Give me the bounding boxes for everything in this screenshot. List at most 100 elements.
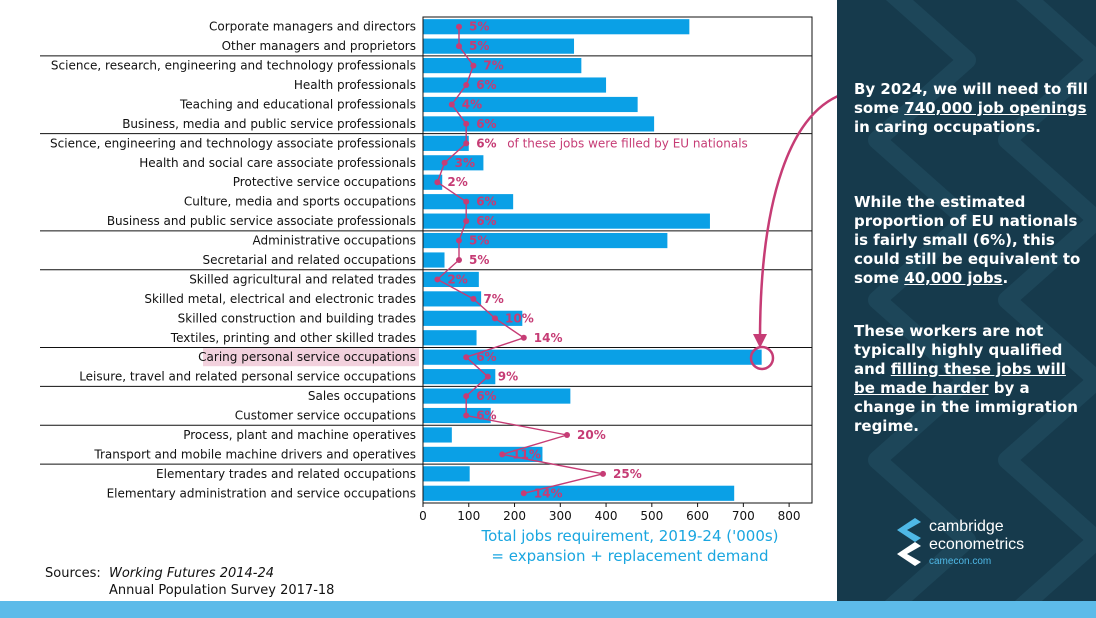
category-label: Sales occupations <box>308 389 416 403</box>
eu-share-label: 5% <box>469 234 489 248</box>
eu-share-label: 7% <box>483 292 503 306</box>
bar <box>423 407 491 424</box>
eu-share-point <box>520 490 527 497</box>
bar <box>423 96 638 113</box>
plot-frame <box>422 16 813 504</box>
bar <box>423 466 470 482</box>
bar <box>423 485 735 501</box>
logo-url: camecon.com <box>929 556 992 567</box>
category-label: Science, engineering and technology asso… <box>50 136 416 150</box>
eu-share-point <box>470 62 477 69</box>
eu-share-label: 20% <box>577 428 606 442</box>
x-tick-label: 600 <box>686 509 709 523</box>
eu-share-label: 9% <box>498 370 518 384</box>
eu-share-point <box>434 276 441 283</box>
bar <box>423 369 496 385</box>
panel-background-pattern <box>868 0 1096 601</box>
eu-share-point <box>463 140 470 147</box>
panel-p2-highlight: 40,000 jobs <box>904 269 1003 287</box>
eu-share-point <box>463 82 470 89</box>
sources-label: Sources: <box>45 566 101 581</box>
x-axis-title-line1: Total jobs requirement, 2019-24 ('000s) <box>481 527 779 545</box>
panel-p1-highlight: 740,000 job openings <box>904 99 1087 117</box>
category-label: Process, plant and machine operatives <box>183 428 416 442</box>
category-label: Corporate managers and directors <box>209 20 416 34</box>
bar <box>423 116 655 132</box>
eu-share-label: 5% <box>469 253 489 267</box>
bar <box>423 310 523 326</box>
panel-paragraph-3: These workers are not typically highly q… <box>854 322 1090 436</box>
x-tick-label: 100 <box>457 509 480 523</box>
category-label: Health and social care associate profess… <box>139 156 416 170</box>
x-tick-label: 500 <box>640 509 663 523</box>
eu-share-point <box>456 43 462 50</box>
bar <box>423 77 607 93</box>
eu-share-label: 6% <box>476 214 496 228</box>
eu-share-label: 6% <box>476 136 496 150</box>
x-tick-label: 200 <box>503 509 526 523</box>
eu-share-label: 7% <box>483 59 503 73</box>
bottom-bar <box>0 601 1096 618</box>
eu-share-label: 6% <box>476 409 496 423</box>
category-label: Administrative occupations <box>252 234 416 248</box>
bar-chart: 0 100 200 300 400 500 600 700 800 5% 5% 7% 6% 4% 6% 6%… <box>40 16 837 523</box>
eu-share-point <box>463 218 470 225</box>
category-label: Culture, media and sports occupations <box>184 195 416 209</box>
eu-share-point <box>434 179 441 186</box>
panel-p1-text-c: in caring occupations. <box>854 118 1041 136</box>
eu-share-label: 14% <box>534 331 563 345</box>
callout-arrowhead <box>753 334 767 348</box>
eu-share-point <box>456 237 462 244</box>
eu-share-label: 5% <box>469 39 489 53</box>
eu-share-point <box>456 257 462 263</box>
category-label: Textiles, printing and other skilled tra… <box>170 331 416 345</box>
cambridge-econometrics-logo: cambridge econometrics camecon.com <box>891 516 1091 586</box>
eu-share-point <box>470 295 477 302</box>
panel-paragraph-1: By 2024, we will need to fill some 740,0… <box>854 80 1090 137</box>
category-label: Leisure, travel and related personal ser… <box>79 370 416 384</box>
eu-share-point <box>600 470 606 477</box>
bar <box>423 349 762 365</box>
category-label: Customer service occupations <box>235 409 416 423</box>
category-label: Elementary trades and related occupation… <box>156 467 416 481</box>
eu-share-label: 6% <box>476 78 496 92</box>
eu-share-point <box>463 354 470 361</box>
panel-p2-text-c: . <box>1002 269 1009 287</box>
bar <box>423 174 443 190</box>
bar <box>423 271 479 288</box>
x-axis-title-line2: = expansion + replacement demand <box>491 547 769 565</box>
eu-share-point <box>484 373 491 380</box>
bar <box>423 135 469 151</box>
bar <box>423 330 477 346</box>
category-label: Other managers and proprietors <box>222 39 416 53</box>
bar <box>423 19 690 35</box>
eu-share-point <box>448 101 455 108</box>
eu-share-point <box>463 198 470 205</box>
eu-share-label: 10% <box>505 311 534 325</box>
panel-p3-text-a: These workers are not typically highly q… <box>854 322 1063 378</box>
x-tick-label: 700 <box>732 509 755 523</box>
eu-share-label: 4% <box>462 97 482 111</box>
panel-paragraph-2: While the estimated proportion of EU nat… <box>854 193 1090 288</box>
eu-share-label: 2% <box>447 272 467 286</box>
source-aps: Annual Population Survey 2017-18 <box>109 583 335 598</box>
eu-share-point <box>441 159 448 166</box>
eu-share-label: 6% <box>476 389 496 403</box>
category-label: Skilled agricultural and related trades <box>189 272 416 286</box>
logo-text-econometrics: econometrics <box>929 536 1025 553</box>
eu-share-label: 5% <box>469 20 489 34</box>
category-label: Elementary administration and service oc… <box>107 486 416 500</box>
category-label: Caring personal service occupations <box>198 350 416 364</box>
panel-p3-text-c: by a change in the immigration regime. <box>854 379 1078 435</box>
category-label: Skilled metal, electrical and electronic… <box>144 292 416 306</box>
eu-share-point <box>456 23 462 30</box>
category-label: Skilled construction and building trades <box>178 311 416 325</box>
bar <box>423 232 668 249</box>
x-tick-label: 0 <box>419 509 427 523</box>
eu-share-label: 25% <box>613 467 642 481</box>
bar <box>423 252 445 268</box>
panel-p3-highlight: filling these jobs will be made harder <box>854 360 1066 397</box>
x-tick-label: 800 <box>778 509 801 523</box>
bar <box>423 213 710 229</box>
sources-note: Sources: Working Futures 2014-24 Annual P… <box>45 565 334 599</box>
